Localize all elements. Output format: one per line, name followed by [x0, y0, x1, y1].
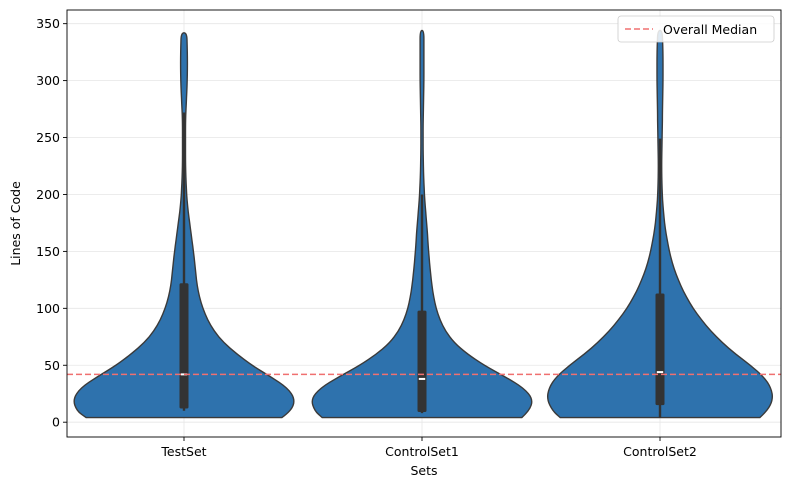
legend-label-overall-median: Overall Median [663, 22, 757, 37]
violins [73, 29, 774, 419]
y-tick-label: 150 [36, 244, 60, 259]
y-axis: 0 50 100 150 200 250 300 350 [36, 16, 67, 430]
x-tick-label: TestSet [160, 444, 206, 459]
y-tick-label: 100 [36, 301, 60, 316]
legend-box [617, 15, 775, 43]
iqr-box-ControlSet1 [417, 310, 427, 412]
x-tick-label: ControlSet2 [623, 444, 697, 459]
y-tick-label: 300 [36, 73, 60, 88]
plot-frame [66, 9, 782, 438]
x-axis-label: Sets [410, 463, 437, 478]
iqr-box-TestSet [179, 283, 189, 409]
x-tick-label: ControlSet1 [385, 444, 459, 459]
y-tick-label: 250 [36, 130, 60, 145]
y-tick-label: 200 [36, 187, 60, 202]
y-tick-label: 350 [36, 16, 60, 31]
y-tick-label: 0 [52, 415, 60, 430]
y-tick-label: 50 [44, 358, 60, 373]
y-axis-label: Lines of Code [8, 181, 23, 266]
x-axis: TestSet ControlSet1 ControlSet2 [160, 437, 697, 459]
iqr-box-ControlSet2 [655, 293, 665, 406]
legend: Overall Median [617, 15, 775, 43]
